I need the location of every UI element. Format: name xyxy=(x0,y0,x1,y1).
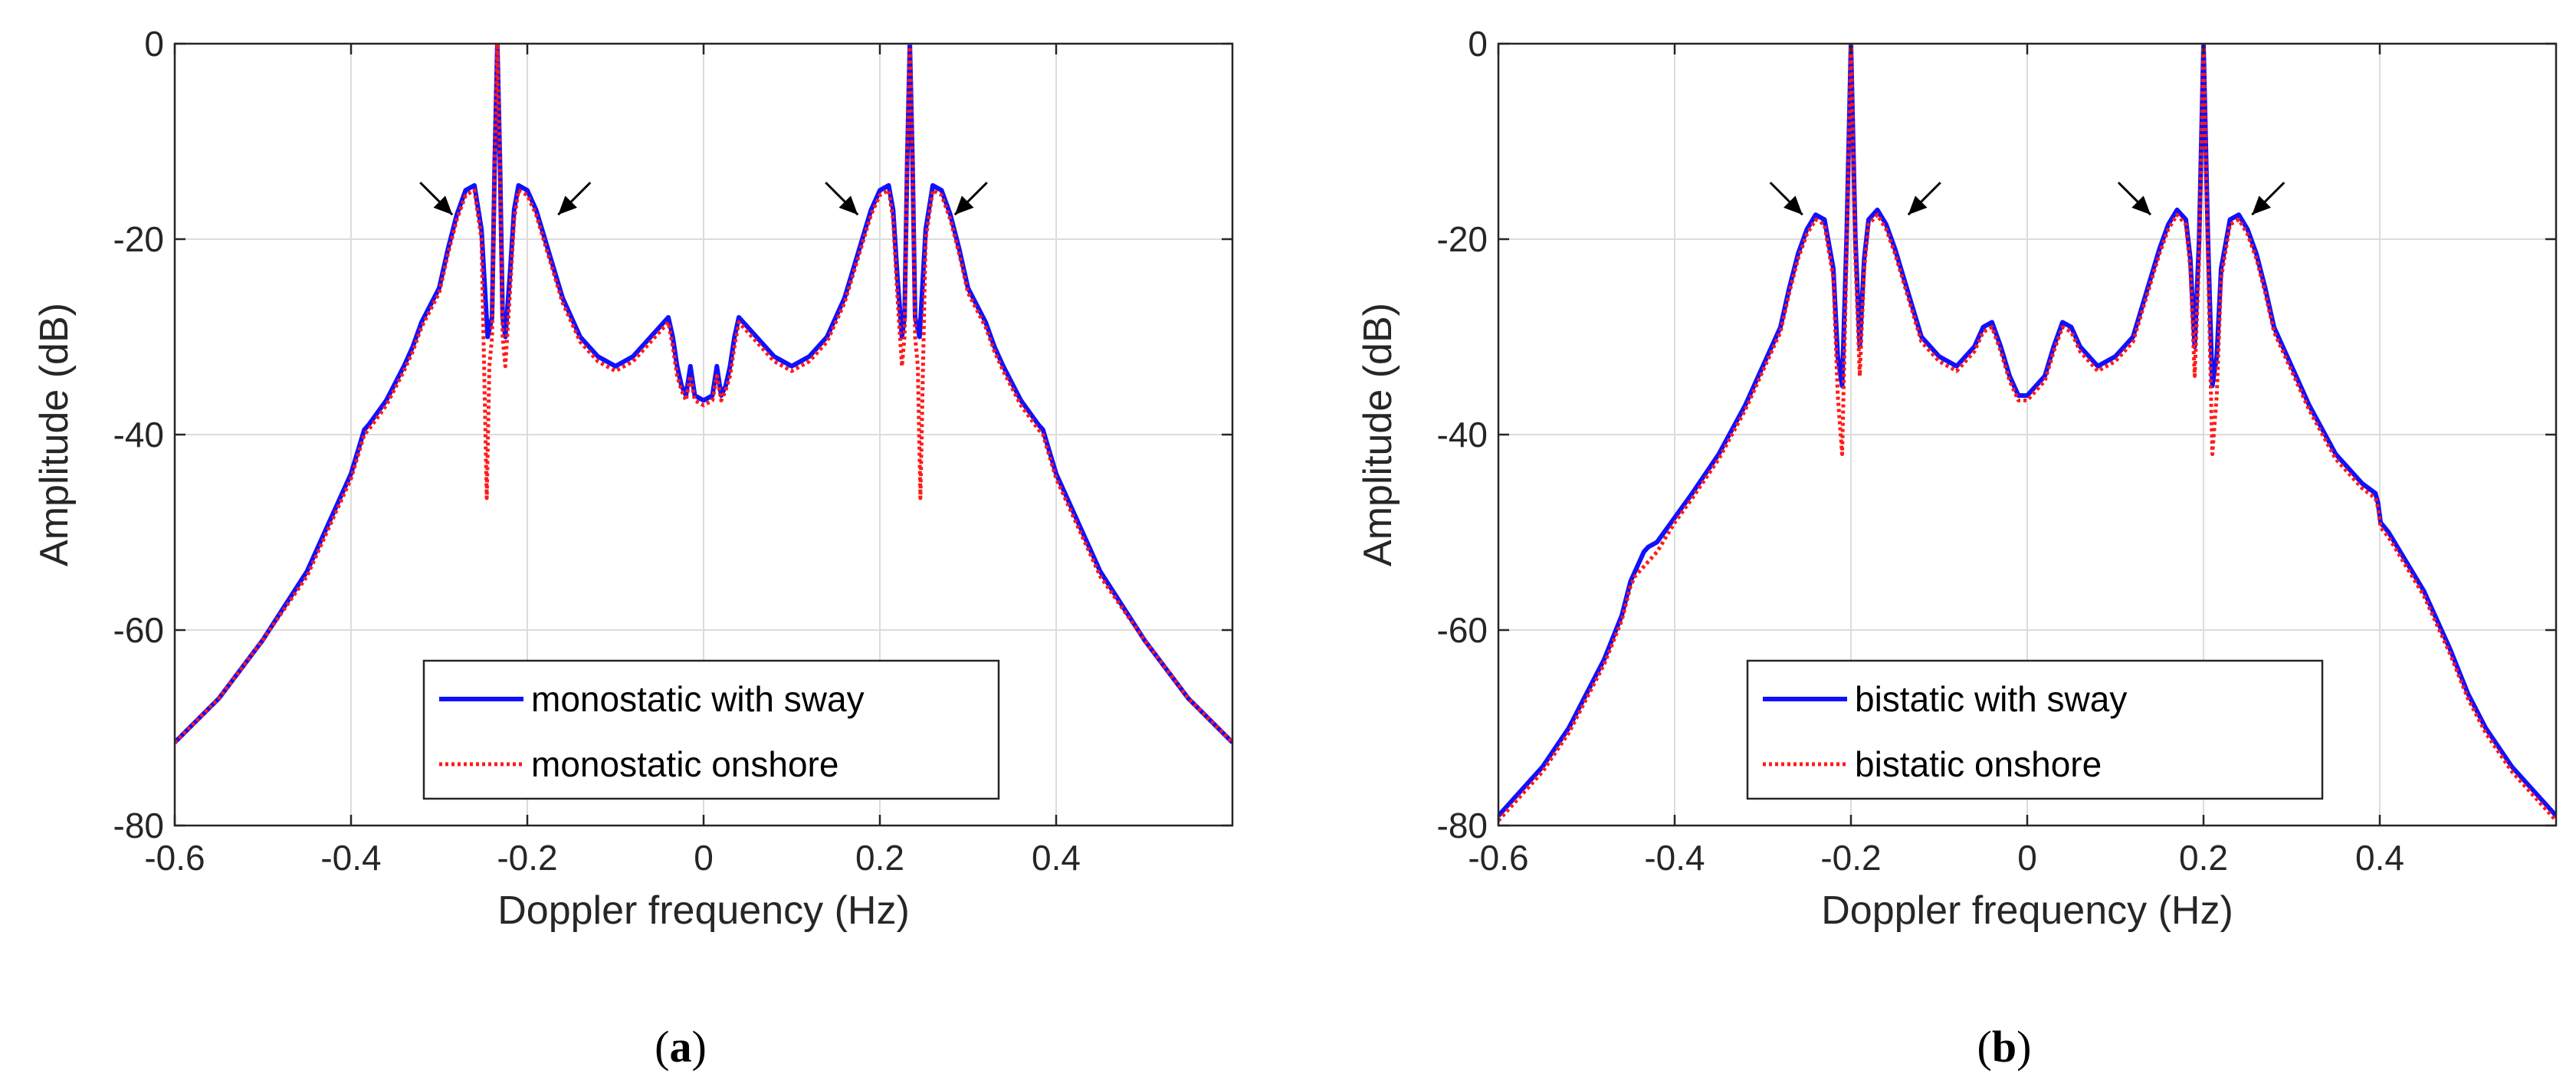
annotation-arrow xyxy=(2117,182,2152,216)
panel-a: -0.6 -0.4 -0.2 0 0.2 0.4 0 -20 -40 -60 -80 Doppler … xyxy=(32,24,1234,1072)
x-tick-label: -0.2 xyxy=(1820,838,1881,878)
x-tick-label: 0.2 xyxy=(855,838,904,878)
legend-label-2: monostatic onshore xyxy=(531,744,838,784)
x-tick-label: 0 xyxy=(2017,838,2037,878)
legend-label-2: bistatic onshore xyxy=(1855,744,2102,784)
y-tick-label: -20 xyxy=(113,219,164,259)
x-tick-label: 0.2 xyxy=(2179,838,2228,878)
annotation-arrow xyxy=(1907,182,1941,216)
x-tick-label: -0.2 xyxy=(497,838,557,878)
x-axis-label: Doppler frequency (Hz) xyxy=(1821,888,2233,933)
y-tick-label: 0 xyxy=(1468,24,1488,64)
annotation-arrow xyxy=(419,182,454,216)
x-tick-label: -0.4 xyxy=(320,838,381,878)
annotation-arrow xyxy=(2251,182,2286,216)
panel-label: (b) xyxy=(1977,1022,2032,1072)
panel-b: -0.6 -0.4 -0.2 0 0.2 0.4 0 -20 -40 -60 -80 Doppler … xyxy=(1356,24,2558,1072)
legend: monostatic with sway monostatic onshore xyxy=(422,659,1000,800)
legend-label-1: monostatic with sway xyxy=(531,679,865,719)
x-tick-label: -0.6 xyxy=(144,838,205,878)
x-tick-label: -0.6 xyxy=(1468,838,1528,878)
y-tick-label: -20 xyxy=(1437,219,1488,259)
y-tick-label: -40 xyxy=(1437,415,1488,455)
y-tick-label: -80 xyxy=(113,806,164,845)
y-tick-label: -40 xyxy=(113,415,164,455)
y-tick-label: 0 xyxy=(144,24,164,64)
x-tick-label: 0.4 xyxy=(2355,838,2404,878)
y-axis-label: Amplitude (dB) xyxy=(1356,303,1400,566)
x-tick-label: -0.4 xyxy=(1644,838,1705,878)
y-tick-label: -80 xyxy=(1437,806,1488,845)
annotation-arrow xyxy=(1769,182,1803,216)
series-line-2 xyxy=(175,44,1232,744)
annotation-arrow xyxy=(953,182,988,216)
x-axis-label: Doppler frequency (Hz) xyxy=(497,888,910,933)
series-line-1 xyxy=(1498,44,2556,818)
panel-label: (a) xyxy=(655,1022,707,1072)
y-tick-label: -60 xyxy=(1437,610,1488,650)
x-tick-label: 0.4 xyxy=(1032,838,1081,878)
series-line-2 xyxy=(1498,44,2556,822)
annotation-arrow xyxy=(557,182,592,216)
y-axis-label: Amplitude (dB) xyxy=(32,303,77,566)
y-tick-label: -60 xyxy=(113,610,164,650)
x-tick-label: 0 xyxy=(694,838,714,878)
annotation-arrow xyxy=(825,182,859,216)
legend-label-1: bistatic with sway xyxy=(1855,679,2127,719)
legend: bistatic with sway bistatic onshore xyxy=(1746,659,2324,800)
